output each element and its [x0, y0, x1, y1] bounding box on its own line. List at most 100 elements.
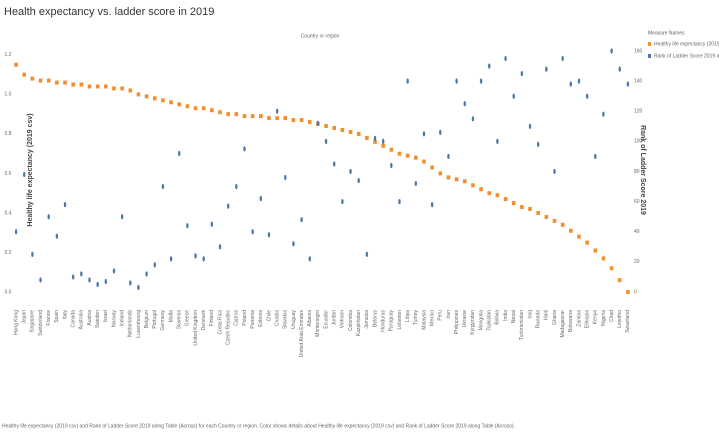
x-tick-label: Switzerland	[38, 310, 44, 336]
rank-dot	[169, 256, 173, 262]
rank-dot	[414, 180, 418, 187]
x-tick-label: Poland	[242, 310, 248, 326]
x-tick-label: United Arab Emirates	[299, 310, 305, 358]
y-tick-label: 0.4	[5, 210, 12, 216]
health-dot	[585, 240, 589, 245]
rank-dot	[259, 196, 263, 202]
x-tick-label: Malta	[168, 310, 174, 322]
x-tick-label: Iraq	[527, 310, 533, 319]
health-dot	[79, 82, 84, 87]
rank-dot	[153, 262, 156, 268]
x-tick-label: Swaziland	[625, 310, 631, 333]
health-dot	[242, 114, 247, 119]
health-dot	[430, 165, 434, 170]
health-dot	[291, 118, 296, 123]
rank-dot	[455, 78, 458, 84]
y2-tick-label: 40	[634, 229, 640, 235]
rank-dot	[479, 78, 483, 84]
x-tick-label: Vietnam	[340, 310, 346, 328]
x-tick-label: Portugal	[152, 310, 158, 329]
chart-title: Health expectancy vs. ladder score in 20…	[4, 6, 214, 18]
y2-tick-label: 160	[634, 48, 643, 54]
rank-dot	[324, 138, 328, 144]
x-tick-label: Kenya	[593, 310, 599, 324]
rank-dot	[349, 168, 352, 175]
x-tick-label: Chad	[609, 310, 615, 322]
rank-dot	[55, 233, 59, 239]
health-dot	[38, 78, 43, 83]
x-tick-label: Honduras	[381, 310, 387, 332]
rank-dot	[390, 162, 393, 169]
rank-dot	[275, 108, 279, 114]
x-tick-label: Kazakhstan	[356, 310, 362, 336]
x-tick-label: Botswana	[568, 310, 574, 332]
health-dot	[503, 197, 508, 202]
rank-dot	[357, 177, 360, 184]
x-tick-label: Czech Republic	[226, 310, 232, 346]
health-dot	[22, 72, 27, 77]
x-tick-label: Cyprus	[234, 310, 240, 326]
x-tick-label: France	[46, 310, 52, 326]
health-dot	[267, 116, 271, 121]
rank-dot	[243, 146, 246, 152]
x-tick-label: India	[503, 310, 509, 321]
y2-tick-label: 100	[634, 139, 643, 145]
rank-dot	[528, 123, 532, 129]
health-dot	[569, 228, 573, 233]
x-tick-label: Singapore	[30, 310, 36, 333]
rank-dot	[202, 256, 205, 262]
health-dot	[446, 175, 451, 180]
health-dot	[356, 131, 361, 136]
y-tick-label: 0.8	[5, 131, 12, 137]
health-dot	[373, 139, 377, 144]
rank-dot	[284, 174, 287, 181]
y2-tick-label: 0	[634, 289, 637, 295]
x-tick-label: Montenegro	[315, 310, 321, 337]
health-dot	[626, 290, 630, 294]
health-dot	[259, 114, 263, 119]
health-dot	[46, 78, 51, 83]
x-tick-label: Jamaica	[364, 310, 370, 329]
x-tick-label: Jordan	[332, 310, 338, 326]
health-dot	[234, 112, 239, 117]
rank-dot	[545, 66, 548, 72]
rank-dot	[161, 183, 165, 190]
rank-dot	[463, 101, 466, 107]
rank-dot	[504, 55, 507, 62]
health-dot	[332, 125, 337, 130]
y-axis-title: Healthy life expectancy (2019 csv)	[27, 113, 34, 226]
y-tick-label: 0.6	[5, 171, 12, 177]
x-tick-label: Tajikistan	[487, 310, 493, 331]
health-dot	[299, 118, 304, 123]
health-dot	[454, 177, 459, 182]
health-dot	[495, 193, 500, 198]
y-tick-label: 0.2	[5, 250, 12, 256]
health-dot	[218, 110, 222, 115]
health-dot	[422, 159, 426, 164]
x-tick-label: Spain	[54, 310, 60, 323]
x-tick-label: Sweden	[95, 310, 101, 328]
x-tick-label: Iceland	[119, 310, 125, 326]
y-tick-label: 1.2	[5, 52, 12, 58]
rank-dot	[39, 277, 42, 283]
x-tick-label: Ecuador	[323, 310, 329, 329]
health-dot	[601, 256, 606, 261]
x-tick-label: Netherlands	[128, 310, 134, 337]
rank-dot	[112, 268, 116, 274]
x-tick-label: Colombia	[348, 310, 354, 331]
health-dot	[617, 278, 622, 283]
rank-dot	[23, 171, 26, 178]
y2-tick-label: 80	[634, 169, 640, 175]
footer-note: Healthy life expectancy (2019 csv) and R…	[2, 423, 515, 429]
health-dot	[544, 214, 549, 219]
x-tick-label: Austria	[87, 310, 93, 326]
y2-tick-label: 20	[634, 259, 640, 265]
y2-tick-label: 60	[634, 199, 640, 205]
rank-dot	[137, 284, 140, 291]
health-dot	[365, 135, 369, 140]
health-dot	[414, 155, 418, 160]
rank-dot	[512, 93, 515, 99]
health-dot	[112, 86, 116, 91]
x-tick-label: Zambia	[576, 310, 582, 327]
y2-tick-label: 140	[634, 78, 643, 84]
